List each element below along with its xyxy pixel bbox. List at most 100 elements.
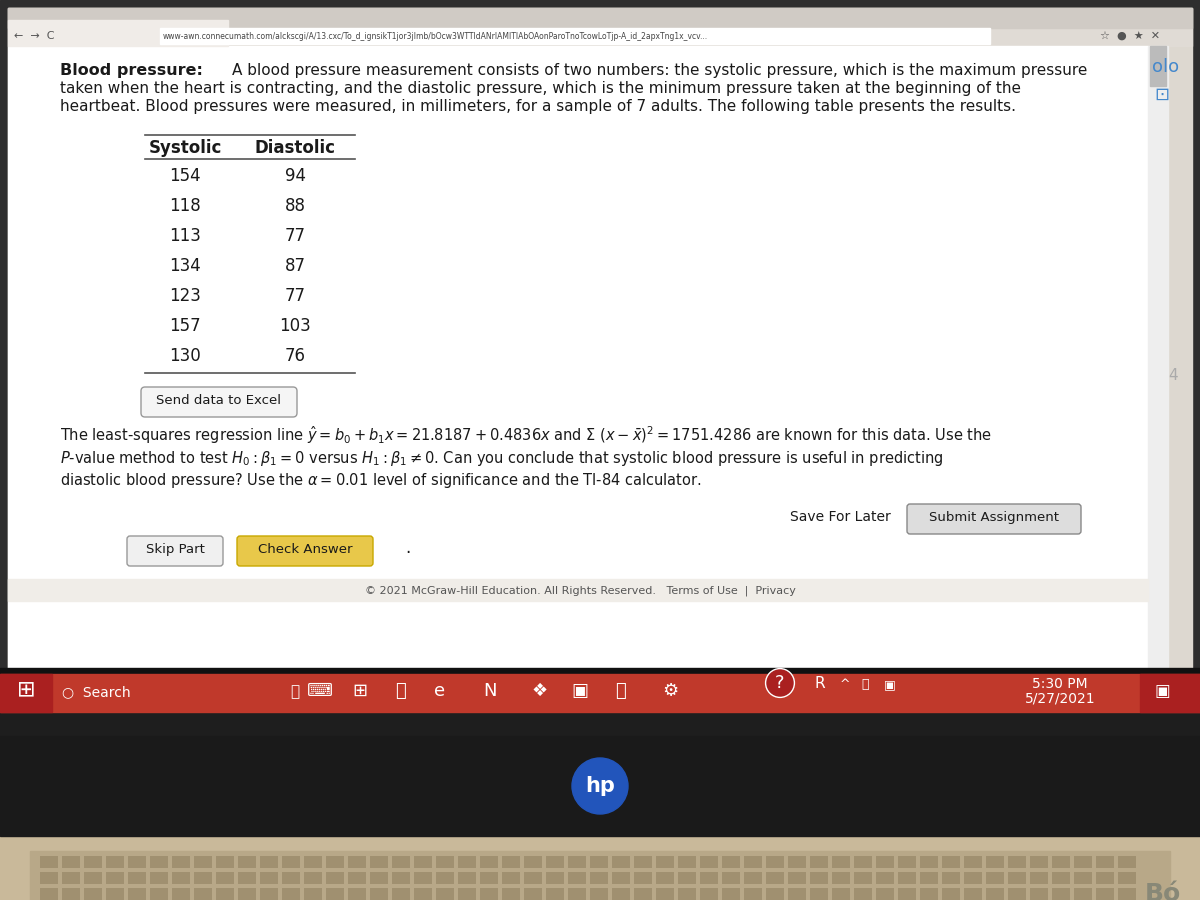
Bar — [370, 888, 388, 900]
Bar — [1030, 872, 1048, 884]
Bar — [172, 872, 190, 884]
Bar — [810, 856, 828, 868]
Bar — [590, 856, 608, 868]
Bar — [964, 856, 982, 868]
Bar — [546, 872, 564, 884]
Text: Diastolic: Diastolic — [254, 139, 336, 157]
Text: olo: olo — [1152, 58, 1180, 76]
Bar — [568, 872, 586, 884]
Text: N: N — [484, 682, 497, 700]
Bar — [84, 872, 102, 884]
Bar — [810, 888, 828, 900]
Bar — [1074, 872, 1092, 884]
Text: 87: 87 — [284, 257, 306, 275]
Bar — [128, 888, 146, 900]
Bar — [106, 856, 124, 868]
Bar — [106, 872, 124, 884]
Text: The least-squares regression line $\hat{y} = b_0+b_1x = 21.8187+0.4836x$ and $\S: The least-squares regression line $\hat{… — [60, 424, 992, 446]
Bar — [414, 872, 432, 884]
Bar — [304, 872, 322, 884]
Bar — [1052, 888, 1070, 900]
Bar — [942, 856, 960, 868]
Bar — [1140, 674, 1200, 712]
Bar — [436, 872, 454, 884]
Bar — [502, 856, 520, 868]
Text: R: R — [815, 676, 826, 691]
Bar — [1008, 888, 1026, 900]
Bar — [1150, 46, 1166, 86]
Bar — [788, 888, 806, 900]
Bar — [150, 888, 168, 900]
Bar — [238, 888, 256, 900]
Bar — [1096, 856, 1114, 868]
Bar — [920, 872, 938, 884]
Bar — [524, 888, 542, 900]
Text: 157: 157 — [169, 317, 200, 335]
Bar — [722, 856, 740, 868]
Bar — [656, 872, 674, 884]
Text: ❖: ❖ — [532, 682, 548, 700]
Text: 130: 130 — [169, 347, 200, 365]
Bar — [546, 856, 564, 868]
Text: ▣: ▣ — [1154, 682, 1171, 700]
Text: hp: hp — [586, 776, 614, 796]
Text: 123: 123 — [169, 287, 200, 305]
Bar — [194, 856, 212, 868]
Bar — [128, 872, 146, 884]
Bar — [986, 856, 1004, 868]
Text: ☆  ●  ★  ✕: ☆ ● ★ ✕ — [1100, 31, 1160, 41]
Bar — [172, 856, 190, 868]
Bar — [160, 28, 990, 44]
Bar — [282, 888, 300, 900]
Bar — [898, 856, 916, 868]
Bar — [436, 888, 454, 900]
Text: 4: 4 — [1168, 368, 1177, 383]
Bar — [942, 888, 960, 900]
Bar — [238, 872, 256, 884]
Bar — [1052, 872, 1070, 884]
Bar — [612, 872, 630, 884]
Bar — [326, 888, 344, 900]
Bar — [282, 856, 300, 868]
Bar — [1118, 872, 1136, 884]
Bar — [0, 836, 1200, 900]
Bar — [84, 888, 102, 900]
Bar — [370, 872, 388, 884]
Bar — [326, 872, 344, 884]
Bar — [62, 872, 80, 884]
Bar — [942, 872, 960, 884]
Bar — [62, 888, 80, 900]
Text: ▣: ▣ — [884, 678, 896, 691]
Bar — [1096, 872, 1114, 884]
Bar — [788, 872, 806, 884]
Bar — [744, 856, 762, 868]
Text: Bó: Bó — [1145, 882, 1181, 900]
Bar — [414, 888, 432, 900]
Bar — [304, 888, 322, 900]
Text: Check Answer: Check Answer — [258, 543, 353, 556]
Text: 5:30 PM: 5:30 PM — [1032, 677, 1088, 691]
Bar — [1008, 856, 1026, 868]
Bar — [634, 888, 652, 900]
Bar — [678, 872, 696, 884]
Text: diastolic blood pressure? Use the $\alpha = 0.01$ level of significance and the : diastolic blood pressure? Use the $\alph… — [60, 471, 702, 490]
Text: ←  →  C: ← → C — [14, 31, 54, 41]
Bar — [194, 872, 212, 884]
Bar — [8, 20, 228, 46]
Bar — [722, 888, 740, 900]
Bar — [172, 888, 190, 900]
Bar — [766, 888, 784, 900]
Text: Save For Later: Save For Later — [790, 510, 890, 524]
Text: 📁: 📁 — [395, 682, 406, 700]
Bar — [1052, 856, 1070, 868]
Text: A blood pressure measurement consists of two numbers: the systolic pressure, whi: A blood pressure measurement consists of… — [232, 63, 1087, 78]
Bar — [656, 856, 674, 868]
Bar — [106, 888, 124, 900]
Bar — [8, 8, 1192, 28]
Bar — [612, 856, 630, 868]
Bar — [832, 872, 850, 884]
Text: 118: 118 — [169, 197, 200, 215]
Bar — [414, 856, 432, 868]
Text: $P$-value method to test $H_0:\beta_1 = 0$ versus $H_1:\beta_1 \neq 0$. Can you : $P$-value method to test $H_0:\beta_1 = … — [60, 449, 943, 468]
Text: 94: 94 — [284, 167, 306, 185]
